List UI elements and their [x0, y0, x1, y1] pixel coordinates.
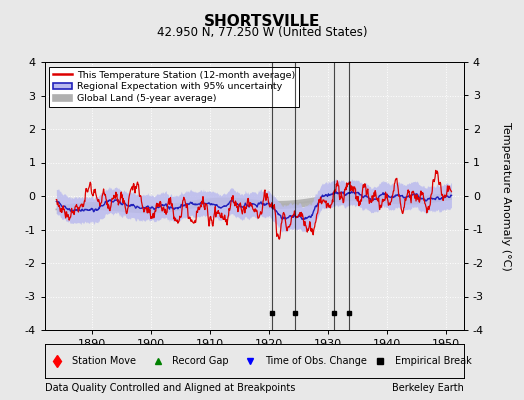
Text: Berkeley Earth: Berkeley Earth: [392, 383, 464, 393]
Text: Station Move: Station Move: [72, 356, 136, 366]
Text: SHORTSVILLE: SHORTSVILLE: [204, 14, 320, 29]
Y-axis label: Temperature Anomaly (°C): Temperature Anomaly (°C): [500, 122, 510, 270]
Text: Empirical Break: Empirical Break: [395, 356, 471, 366]
Legend: This Temperature Station (12-month average), Regional Expectation with 95% uncer: This Temperature Station (12-month avera…: [49, 67, 299, 107]
Text: 42.950 N, 77.250 W (United States): 42.950 N, 77.250 W (United States): [157, 26, 367, 39]
Text: Time of Obs. Change: Time of Obs. Change: [265, 356, 366, 366]
Text: Data Quality Controlled and Aligned at Breakpoints: Data Quality Controlled and Aligned at B…: [45, 383, 295, 393]
Text: Record Gap: Record Gap: [172, 356, 229, 366]
